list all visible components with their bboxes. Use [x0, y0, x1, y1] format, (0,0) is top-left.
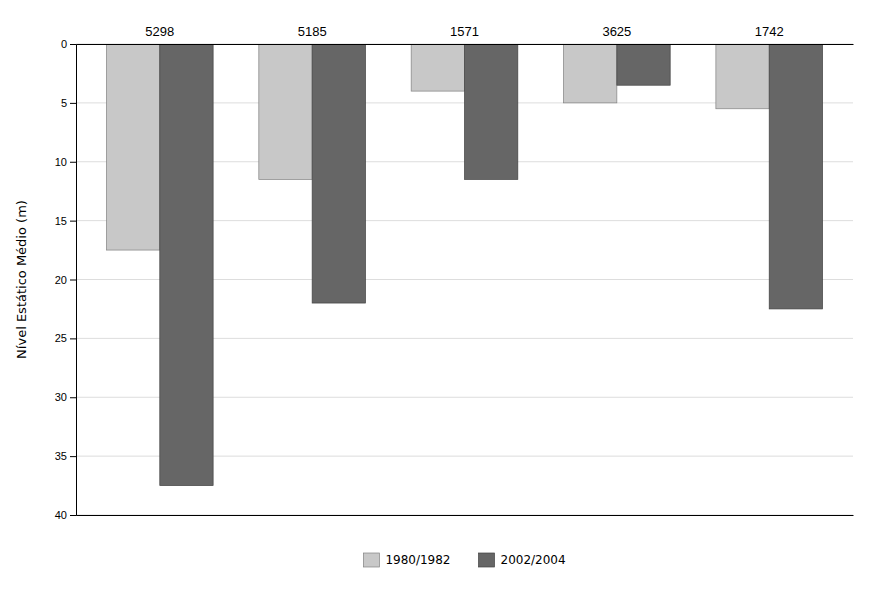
y-tick: 5 — [61, 97, 76, 109]
bar — [259, 44, 312, 179]
bars — [106, 44, 822, 486]
y-tick-mark — [70, 338, 76, 339]
y-tick-mark — [70, 456, 76, 457]
x-tick-label: 1571 — [450, 24, 479, 39]
bottom-axis — [77, 515, 854, 516]
x-tick: 1571 — [450, 24, 479, 44]
legend-label: 1980/1982 — [385, 553, 450, 567]
y-tick: 40 — [55, 509, 76, 521]
x-tick-label: 5298 — [145, 24, 174, 39]
y-tick: 25 — [55, 332, 76, 344]
y-tick: 30 — [55, 391, 76, 403]
bar — [411, 44, 464, 91]
legend-label: 2002/2004 — [501, 553, 566, 567]
bar — [312, 44, 365, 303]
x-axis: 5298 5185 1571 3625 1742 — [77, 24, 854, 45]
y-tick: 0 — [61, 38, 76, 50]
x-axis-line — [77, 44, 854, 45]
y-tick-label: 20 — [55, 274, 67, 286]
y-tick-label: 40 — [55, 509, 67, 521]
legend-item: 1980/1982 — [363, 553, 450, 568]
y-tick: 35 — [55, 450, 76, 462]
x-tick: 1742 — [755, 24, 784, 44]
y-tick-mark — [70, 103, 76, 104]
bar — [617, 44, 670, 85]
y-tick-label: 5 — [61, 97, 67, 109]
chart: 0 5 10 15 20 25 30 35 40 5298 5185 1571 3625 1742 Níve… — [0, 0, 877, 595]
y-tick-mark — [70, 44, 76, 45]
bar — [716, 44, 769, 109]
x-tick: 3625 — [602, 24, 631, 44]
y-tick-mark — [70, 515, 76, 516]
y-tick-label: 10 — [55, 156, 67, 168]
y-tick-label: 25 — [55, 332, 67, 344]
bar-series — [160, 44, 823, 486]
y-tick: 15 — [55, 215, 76, 227]
y-tick-label: 30 — [55, 391, 67, 403]
y-tick-label: 0 — [61, 38, 67, 50]
y-axis-line — [70, 45, 77, 516]
y-tick-mark — [70, 280, 76, 281]
y-axis-title: Nível Estático Médio (m) — [14, 200, 29, 359]
legend-swatch — [479, 553, 495, 567]
bottom-axis-line — [77, 515, 854, 516]
bar — [106, 44, 159, 250]
x-tick: 5298 — [145, 24, 174, 44]
bar — [465, 44, 518, 179]
grid — [76, 44, 853, 515]
y-tick-label: 35 — [55, 450, 67, 462]
y-tick-mark — [70, 221, 76, 222]
x-tick-label: 1742 — [755, 24, 784, 39]
y-tick-mark — [70, 162, 76, 163]
y-tick-label: 15 — [55, 215, 67, 227]
grid-line — [76, 515, 853, 516]
bar — [160, 44, 213, 486]
bar — [564, 44, 617, 103]
y-axis: 0 5 10 15 20 25 30 35 40 — [55, 38, 77, 521]
y-tick: 10 — [55, 156, 76, 168]
legend-swatch — [363, 553, 379, 567]
grid-line — [76, 44, 853, 45]
x-tick-label: 5185 — [298, 24, 327, 39]
legend: 1980/1982 2002/2004 — [363, 553, 565, 568]
x-tick-label: 3625 — [602, 24, 631, 39]
y-tick-mark — [70, 397, 76, 398]
y-tick: 20 — [55, 274, 76, 286]
bar — [769, 44, 822, 309]
plot: 0 5 10 15 20 25 30 35 40 5298 5185 1571 3625 1742 — [55, 24, 854, 521]
legend-item: 2002/2004 — [479, 553, 566, 568]
x-tick: 5185 — [298, 24, 327, 44]
